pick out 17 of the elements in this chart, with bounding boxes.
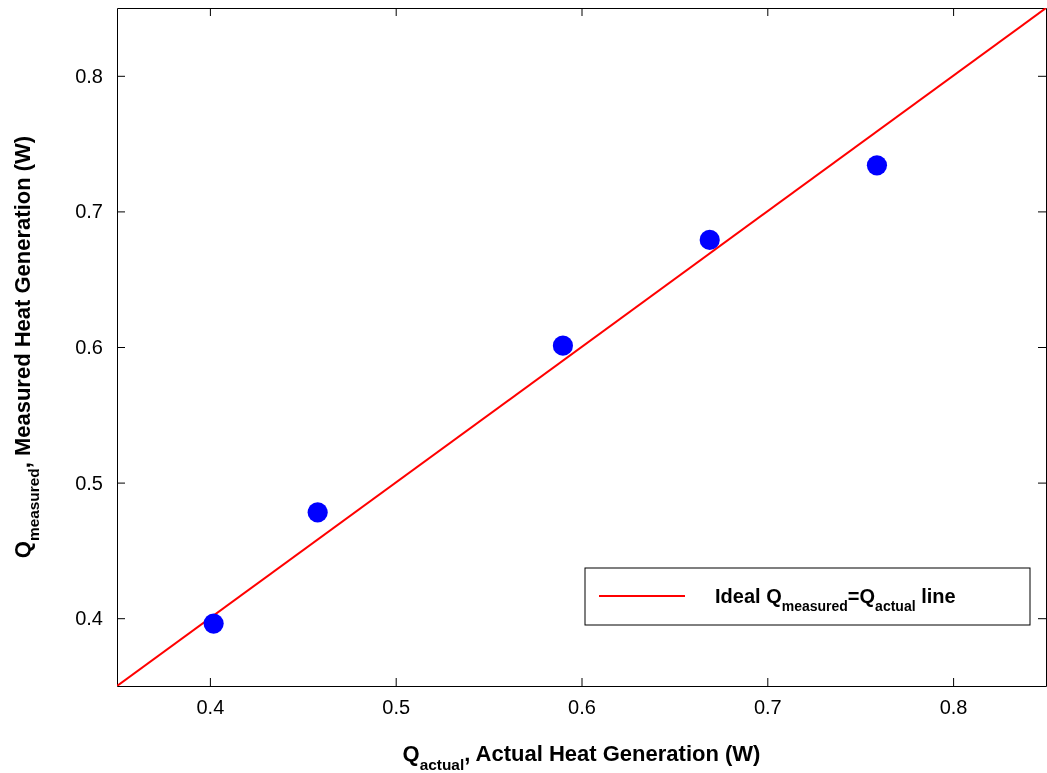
y-tick-label: 0.4 xyxy=(75,607,103,630)
x-tick-label: 0.7 xyxy=(753,696,782,719)
legend-label: Ideal Q$_{measured}$=Q$_{actual}$ line xyxy=(715,585,956,614)
x-tick-label: 0.8 xyxy=(939,696,968,719)
y-tick-label: 0.8 xyxy=(75,64,103,87)
point xyxy=(699,229,720,250)
y-tick-label: 0.6 xyxy=(75,335,103,358)
x-tick-label: 0.6 xyxy=(568,696,596,719)
y-tick-label: 0.7 xyxy=(75,200,103,223)
x-tick-label: 0.4 xyxy=(196,696,225,719)
point xyxy=(307,502,328,523)
point xyxy=(866,155,888,176)
point xyxy=(552,335,574,356)
x-tick-label: 0.5 xyxy=(382,696,411,719)
x-axis-title: Q$_{actual}$, Actual Heat Generation (W) xyxy=(402,741,761,773)
point xyxy=(203,613,224,634)
y-tick-label: 0.5 xyxy=(75,471,103,494)
